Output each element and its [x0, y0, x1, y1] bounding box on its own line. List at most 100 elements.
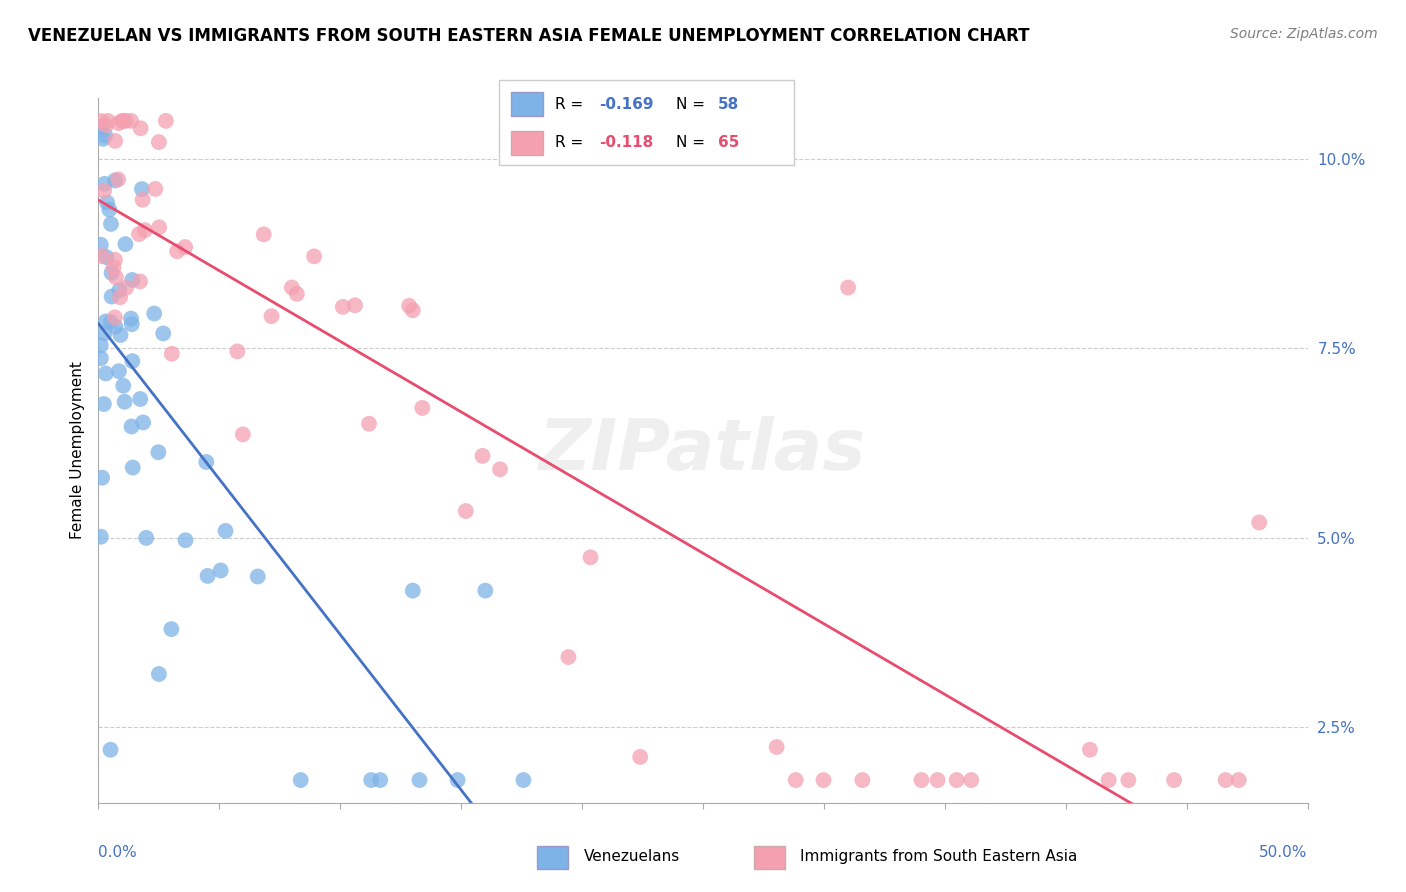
- Point: [121, 273, 143, 287]
- Point: [197, 569, 219, 583]
- Point: [90, 249, 112, 263]
- Point: [302, 249, 325, 263]
- Point: [945, 773, 967, 788]
- Point: [813, 773, 835, 788]
- Point: [1163, 773, 1185, 788]
- Point: [93, 397, 115, 411]
- Point: [128, 227, 150, 241]
- Text: Venezuelans: Venezuelans: [583, 849, 679, 863]
- Point: [160, 622, 183, 636]
- Point: [160, 347, 183, 361]
- Point: [290, 773, 312, 788]
- Point: [104, 319, 127, 334]
- Point: [98, 202, 121, 217]
- Point: [143, 307, 166, 321]
- Point: [360, 773, 382, 788]
- Point: [94, 314, 117, 328]
- Point: [174, 533, 197, 548]
- Point: [1098, 773, 1121, 788]
- Point: [107, 116, 129, 130]
- Point: [155, 113, 177, 128]
- Point: [446, 773, 468, 788]
- Point: [121, 317, 143, 331]
- Y-axis label: Female Unemployment: Female Unemployment: [69, 361, 84, 540]
- Point: [100, 217, 122, 231]
- Point: [148, 135, 170, 149]
- Point: [1078, 743, 1101, 757]
- Text: 50.0%: 50.0%: [1260, 845, 1308, 860]
- Point: [100, 315, 122, 329]
- Point: [108, 290, 131, 304]
- Point: [851, 773, 873, 788]
- Point: [104, 173, 127, 187]
- Point: [1249, 516, 1271, 530]
- Point: [94, 367, 117, 381]
- Point: [108, 364, 131, 378]
- Text: 65: 65: [717, 136, 740, 151]
- Point: [166, 244, 188, 259]
- Text: N =: N =: [676, 96, 710, 112]
- Point: [129, 392, 152, 406]
- Point: [100, 743, 122, 757]
- Point: [285, 286, 308, 301]
- Point: [398, 299, 420, 313]
- Point: [107, 172, 129, 186]
- Point: [512, 773, 534, 788]
- Point: [120, 113, 142, 128]
- Text: 58: 58: [717, 96, 740, 112]
- Text: -0.118: -0.118: [599, 136, 654, 151]
- Point: [454, 504, 477, 518]
- Text: -0.169: -0.169: [599, 96, 654, 112]
- Point: [90, 120, 112, 135]
- Point: [100, 289, 122, 303]
- Point: [114, 113, 136, 128]
- Point: [114, 394, 136, 409]
- Point: [765, 739, 787, 754]
- Point: [121, 419, 143, 434]
- Point: [368, 773, 391, 788]
- Point: [209, 564, 232, 578]
- Point: [557, 650, 579, 665]
- Point: [90, 237, 112, 252]
- Point: [112, 378, 135, 392]
- Point: [112, 113, 135, 128]
- Point: [927, 773, 949, 788]
- Point: [120, 311, 142, 326]
- Point: [131, 182, 153, 196]
- Point: [1227, 773, 1250, 788]
- Point: [132, 416, 155, 430]
- Point: [91, 132, 114, 146]
- Text: Immigrants from South Eastern Asia: Immigrants from South Eastern Asia: [800, 849, 1077, 863]
- Point: [100, 266, 122, 280]
- Point: [152, 326, 174, 341]
- Point: [111, 113, 134, 128]
- Point: [246, 569, 269, 583]
- Point: [402, 303, 425, 318]
- Point: [93, 326, 115, 341]
- Point: [104, 134, 127, 148]
- Text: ZIPatlas: ZIPatlas: [540, 416, 866, 485]
- Point: [960, 773, 983, 788]
- Point: [115, 281, 138, 295]
- Point: [402, 583, 425, 598]
- Text: 0.0%: 0.0%: [98, 845, 138, 860]
- Point: [281, 280, 304, 294]
- Point: [97, 113, 120, 128]
- Point: [408, 773, 430, 788]
- FancyBboxPatch shape: [499, 80, 794, 165]
- Point: [489, 462, 512, 476]
- Point: [131, 193, 153, 207]
- Point: [1215, 773, 1237, 788]
- Point: [103, 260, 125, 275]
- Point: [93, 177, 115, 191]
- Point: [785, 773, 807, 788]
- FancyBboxPatch shape: [754, 846, 785, 869]
- Point: [579, 550, 602, 565]
- Point: [474, 583, 496, 598]
- Point: [343, 298, 366, 312]
- FancyBboxPatch shape: [537, 846, 568, 869]
- Point: [214, 524, 236, 538]
- Point: [628, 750, 651, 764]
- Point: [104, 270, 127, 285]
- Point: [1118, 773, 1140, 788]
